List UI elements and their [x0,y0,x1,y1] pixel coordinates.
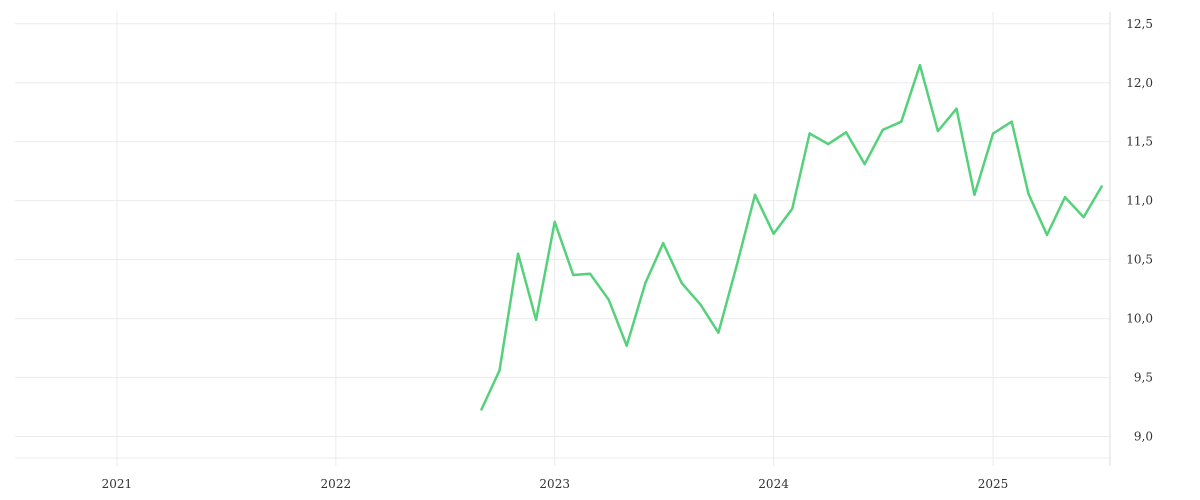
data-point [699,303,702,306]
data-point [625,344,628,347]
data-point [1100,185,1103,188]
data-point [607,298,610,301]
data-point [1045,233,1049,237]
data-point [808,132,811,135]
vertical-gridlines [116,12,994,466]
series-line [480,63,1103,411]
data-point [844,131,848,134]
data-point [572,273,575,277]
data-point [735,263,739,266]
horizontal-gridlines [15,23,1110,459]
series-group [480,63,1103,411]
data-point [790,207,794,211]
data-point [588,272,592,275]
data-point [1027,192,1030,195]
data-point [900,120,903,123]
data-point [991,132,995,135]
x-tick-label: 2021 [102,477,133,491]
data-point [1082,215,1085,219]
data-point [826,142,830,146]
data-point [1063,195,1067,199]
data-point [1010,120,1013,123]
y-tick-label: 10,5 [1126,253,1153,267]
y-tick-label: 12,5 [1126,17,1153,31]
data-point [918,63,922,67]
x-tick-label: 2023 [539,477,570,491]
x-tick-label: 2025 [978,477,1009,491]
y-tick-label: 9,0 [1134,430,1153,444]
data-point [863,162,866,166]
y-tick-label: 11,5 [1126,135,1153,149]
y-tick-label: 10,0 [1126,312,1153,326]
data-point [936,129,940,133]
data-point [717,331,720,334]
data-point [516,252,520,255]
y-tick-label: 12,0 [1126,76,1153,90]
y-axis-tick-labels: 9,0 9,5 10,0 10,5 11,0 11,5 12,0 12,5 [1126,17,1153,444]
data-point [553,220,556,224]
data-point [662,241,665,245]
data-point [955,107,958,110]
y-tick-label: 9,5 [1134,371,1153,385]
x-tick-label: 2022 [321,477,352,491]
data-point [973,193,976,196]
x-tick-label: 2024 [758,477,789,491]
data-point [680,282,684,285]
data-point [480,408,483,411]
data-point [753,193,757,196]
y-tick-label: 11,0 [1126,194,1153,208]
data-point [644,282,647,285]
data-point [881,128,884,132]
data-point [772,232,775,235]
x-axis-tick-labels: 2021 2022 2023 2024 2025 [102,477,1009,491]
data-point [534,318,538,321]
data-point [498,369,501,372]
